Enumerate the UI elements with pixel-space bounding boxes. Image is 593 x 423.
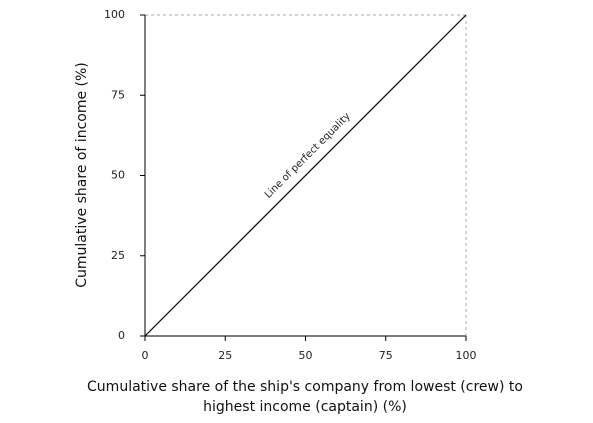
x-tick-label: 25 xyxy=(218,349,232,362)
y-tick-label: 75 xyxy=(111,88,125,101)
annotation: Line of perfect equality xyxy=(263,111,353,201)
y-axis-title: Cumulative share of income (%) xyxy=(74,62,90,288)
x-tick-label: 0 xyxy=(142,349,149,362)
y-tick-label: 100 xyxy=(104,8,125,21)
y-tick-label: 0 xyxy=(118,329,125,342)
x-axis-title: Cumulative share of the ship's company f… xyxy=(87,379,523,415)
x-tick-label: 75 xyxy=(379,349,393,362)
equality-line xyxy=(144,14,467,337)
y-tick-label: 50 xyxy=(111,169,125,182)
x-tick-label: 100 xyxy=(456,349,477,362)
x-tick-label: 50 xyxy=(299,349,313,362)
y-tick-label: 25 xyxy=(111,249,125,262)
